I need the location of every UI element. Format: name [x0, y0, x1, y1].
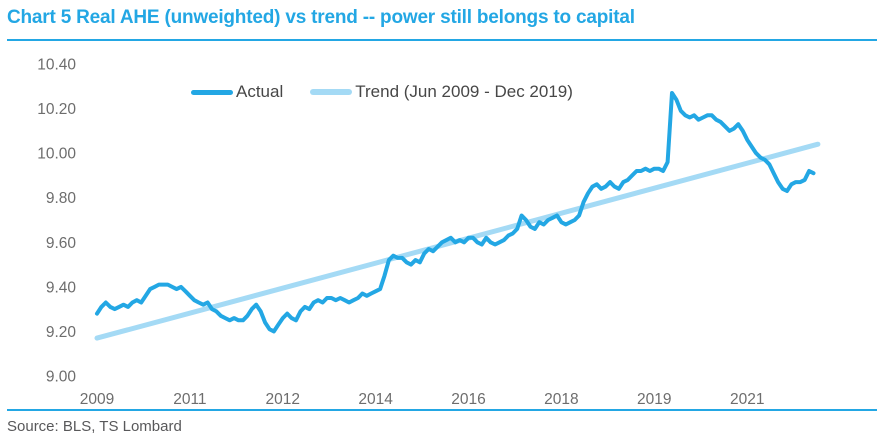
y-axis-tick-label: 10.00	[37, 146, 76, 163]
y-axis-tick-label: 9.80	[46, 190, 77, 207]
x-axis-tick-label: 2011	[173, 391, 206, 408]
y-axis-tick-label: 9.00	[46, 369, 77, 386]
x-axis-tick-label: 2019	[637, 391, 671, 408]
x-axis-tick-label: 2012	[266, 391, 300, 408]
y-axis-tick-label: 10.20	[37, 101, 76, 118]
x-axis-tick-label: 2014	[358, 391, 393, 408]
legend-label-actual: Actual	[236, 82, 284, 101]
x-axis-tick-label: 2018	[544, 391, 578, 408]
legend-item-trend: Trend (Jun 2009 - Dec 2019)	[310, 82, 573, 102]
actual-line-swatch	[191, 89, 233, 95]
y-axis-tick-label: 9.20	[46, 324, 77, 341]
x-axis-tick-label: 2021	[730, 391, 764, 408]
legend-label-trend: Trend (Jun 2009 - Dec 2019)	[355, 82, 573, 101]
trend-line-swatch	[310, 89, 353, 95]
y-axis-tick-label: 9.60	[46, 235, 77, 252]
y-axis-tick-label: 9.40	[46, 279, 77, 296]
title-divider	[7, 39, 877, 41]
bottom-divider	[7, 409, 877, 411]
actual-line	[95, 91, 816, 334]
x-axis-tick-label: 2016	[451, 391, 485, 408]
source-note: Source: BLS, TS Lombard	[7, 418, 182, 435]
y-axis-tick-label: 10.40	[37, 57, 76, 74]
chart-legend: Actual Trend (Jun 2009 - Dec 2019)	[191, 82, 573, 102]
x-axis-tick-label: 2009	[80, 391, 114, 408]
legend-item-actual: Actual	[191, 82, 283, 102]
chart-title: Chart 5 Real AHE (unweighted) vs trend -…	[7, 7, 635, 28]
